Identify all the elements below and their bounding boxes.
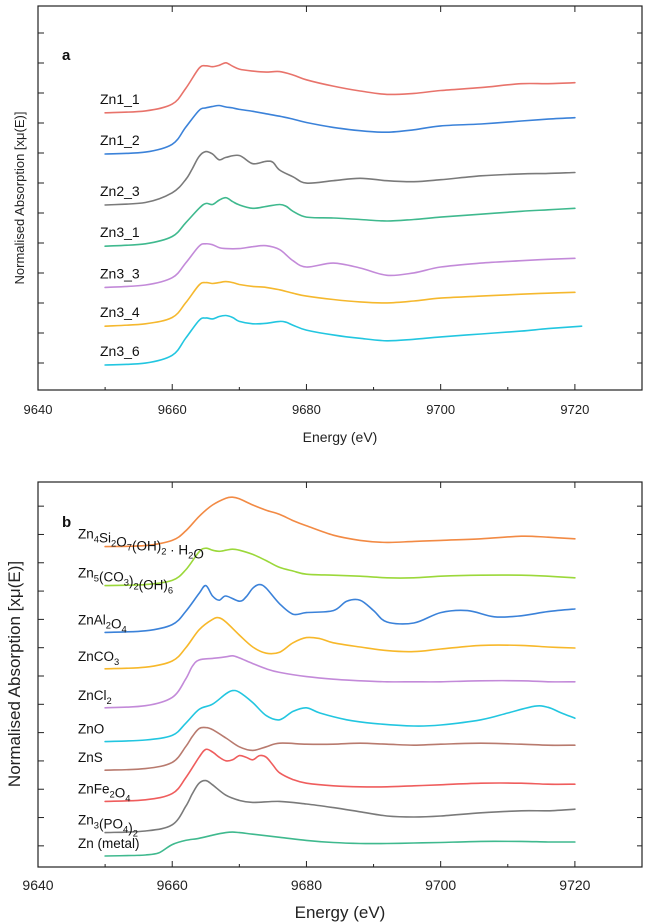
x-tick-label: 9640	[24, 402, 53, 417]
x-tick-label: 9700	[425, 877, 456, 893]
panel-a-ylabel: Normalised Absorption [xμ(E)]	[12, 112, 27, 285]
x-tick-label: 9700	[426, 402, 455, 417]
series-label: Zn3_4	[100, 304, 140, 320]
series-label: Zn4Si2O7(OH)2 · H2O	[78, 527, 204, 562]
series-label: ZnCO3	[78, 649, 119, 667]
series-label: Zn3(PO4)2	[78, 813, 138, 839]
panel-a-letter: a	[62, 47, 71, 64]
x-tick-label: 9660	[158, 402, 187, 417]
series-line-zns	[104, 726, 576, 771]
series-line-zn1-2	[104, 104, 576, 155]
panel-b-curves	[104, 496, 576, 857]
series-line-zn5-co3-2-oh-6	[104, 547, 576, 587]
series-line-zn3-1	[104, 196, 576, 247]
series-line-zn3-po4-2	[104, 779, 576, 834]
series-label: Zn5(CO3)2(OH)6	[78, 566, 173, 596]
panel-b-letter: b	[62, 514, 71, 531]
panel-a: a Normalised Absorption [xμ(E)] Energy (…	[12, 5, 643, 445]
series-line-zn-metal-	[104, 831, 576, 857]
series-line-zn3-6	[104, 314, 583, 366]
panel-a-series-labels: Zn1_1 Zn1_2 Zn2_3 Zn3_1 Zn3_3 Zn3_4 Zn3_6	[100, 91, 140, 359]
series-line-zn1-1	[104, 62, 576, 114]
series-label: Zn2_3	[100, 183, 140, 199]
series-label: Zn (metal)	[78, 836, 140, 851]
panel-a-frame	[37, 5, 643, 391]
series-line-zn3-3	[104, 242, 576, 289]
series-label: Zn3_6	[100, 343, 140, 359]
series-line-zno	[104, 689, 576, 743]
panel-a-curves	[104, 62, 583, 366]
series-line-zncl2	[104, 654, 576, 709]
x-tick-label: 9680	[291, 877, 322, 893]
x-tick-label: 9680	[292, 402, 321, 417]
series-label: ZnS	[78, 750, 103, 765]
series-label: ZnCl2	[78, 688, 112, 706]
series-label: Zn3_1	[100, 224, 140, 240]
series-line-zn4si2o7-oh-2-h2o	[104, 496, 576, 548]
series-label: Zn1_2	[100, 132, 140, 148]
panel-b-xlabel: Energy (eV)	[295, 903, 386, 922]
series-label: ZnAl2O4	[78, 612, 127, 634]
series-label: ZnFe2O4	[78, 781, 130, 803]
x-tick-label: 9720	[559, 877, 590, 893]
panel-b-ylabel: Normalised Absorption [xμ(E)]	[5, 561, 24, 787]
panel-a-xlabel: Energy (eV)	[303, 429, 378, 445]
panel-b: b Normalised Absorption [xμ(E)] Energy (…	[5, 481, 643, 922]
x-tick-label: 9640	[22, 877, 53, 893]
series-line-zn3-4	[104, 280, 576, 327]
series-label: Zn1_1	[100, 91, 140, 107]
panel-a-ticks: 9640 9660 9680 9700 9720	[24, 6, 642, 417]
x-tick-label: 9660	[157, 877, 188, 893]
series-label: Zn3_3	[100, 265, 140, 281]
series-line-znal2o4	[104, 583, 576, 634]
x-tick-label: 9720	[560, 402, 589, 417]
series-line-zn2-3	[104, 150, 576, 206]
panel-b-ticks: 9640 9660 9680 9700 9720	[22, 482, 642, 893]
series-line-znfe2o4	[104, 748, 576, 803]
panel-b-series-labels: Zn4Si2O7(OH)2 · H2O Zn5(CO3)2(OH)6 ZnAl2O4…	[78, 527, 204, 851]
series-line-znco3	[104, 616, 576, 670]
series-label: ZnO	[78, 722, 104, 737]
